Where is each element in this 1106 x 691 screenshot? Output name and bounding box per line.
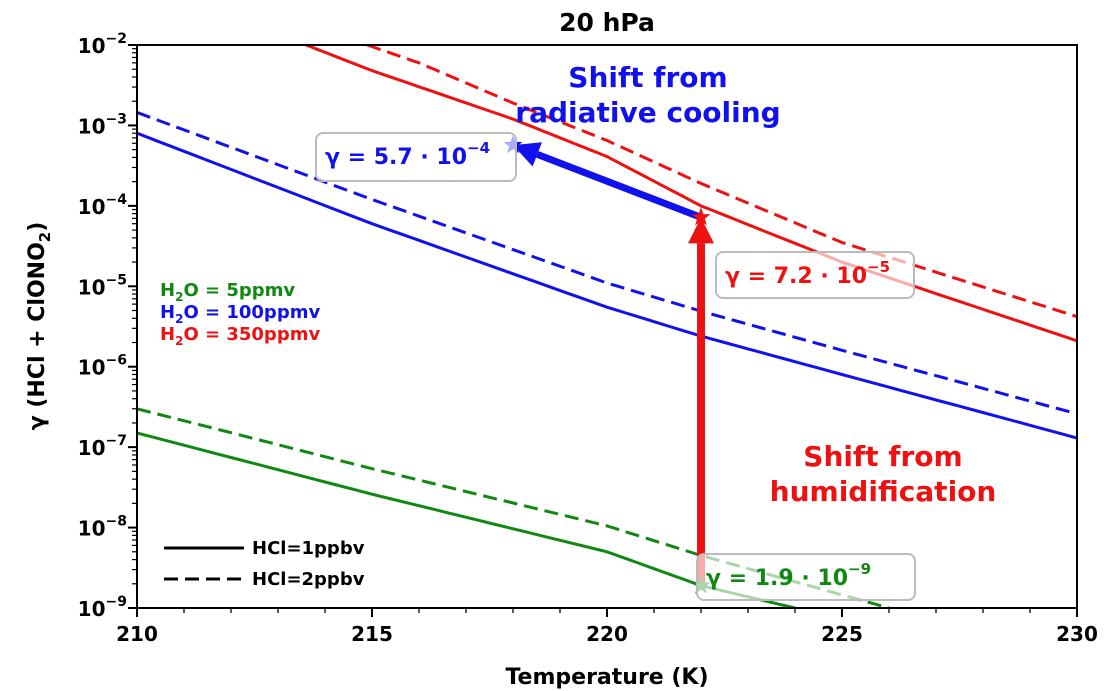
x-tick-label: 220 [586, 622, 628, 646]
star-marker [691, 207, 711, 226]
legend-style-label: HCl=1ppbv [252, 538, 365, 559]
value-box-layer: γ = 1.9 · 10−9 γ = 7.2 · 10−5 γ = 5.7 · 10… [315, 132, 916, 601]
arrow-head [688, 217, 714, 244]
value-box-label: γ = 1.9 · 10−9 [706, 560, 871, 591]
chart-title: 20 hPa [559, 8, 655, 37]
legend-style-label: HCl=2ppbv [252, 569, 365, 590]
value-box-label: γ = 7.2 · 10−5 [725, 258, 890, 289]
y-tick-label: 10−5 [78, 272, 127, 299]
y-tick-label: 10−7 [78, 433, 127, 460]
series-line-5ppmv-hcl-2ppbv [137, 407, 890, 608]
series-line-100ppmv-hcl-1ppbv [137, 131, 1077, 440]
shift-annotation: Shift from humidification [770, 440, 997, 508]
y-tick-label: 10−8 [78, 514, 127, 541]
value-box [715, 251, 915, 299]
value-box-label: γ = 5.7 · 10−4 [325, 139, 490, 170]
arrow-head [513, 142, 542, 167]
y-tick-label: 10−6 [78, 353, 127, 380]
x-tick-label: 225 [821, 622, 863, 646]
legend-water-entry: H2O = 5ppmv [160, 280, 295, 304]
series-line-350ppmv-hcl-2ppbv [366, 45, 1077, 319]
x-axis-label: Temperature (K) [505, 665, 708, 690]
legend-water-entry: H2O = 350ppmv [160, 324, 320, 348]
x-tick-label: 230 [1056, 622, 1098, 646]
value-box [315, 132, 517, 182]
axis-layer: 210 215 220 225 230 10−9 10−8 10−7 10−6 10−5 10−4 1… [78, 31, 1098, 646]
x-tick-label: 215 [351, 622, 393, 646]
y-axis-label: γ (HCl + ClONO2) [25, 222, 54, 431]
y-tick-label: 10−3 [78, 111, 127, 138]
annotation-layer: Shift from radiative cooling Shift from hum… [515, 61, 996, 508]
value-box [696, 553, 916, 601]
shift-annotation: Shift from radiative cooling [515, 61, 780, 129]
y-tick-label: 10−2 [78, 31, 127, 58]
y-tick-label: 10−9 [78, 594, 127, 621]
arrow-shaft [536, 151, 703, 221]
y-tick-label: 10−4 [78, 192, 128, 219]
legend-water-entry: H2O = 100ppmv [160, 302, 320, 326]
arrow-layer [513, 142, 714, 586]
series-line-100ppmv-hcl-2ppbv [137, 110, 1077, 416]
x-tick-label: 210 [116, 622, 158, 646]
